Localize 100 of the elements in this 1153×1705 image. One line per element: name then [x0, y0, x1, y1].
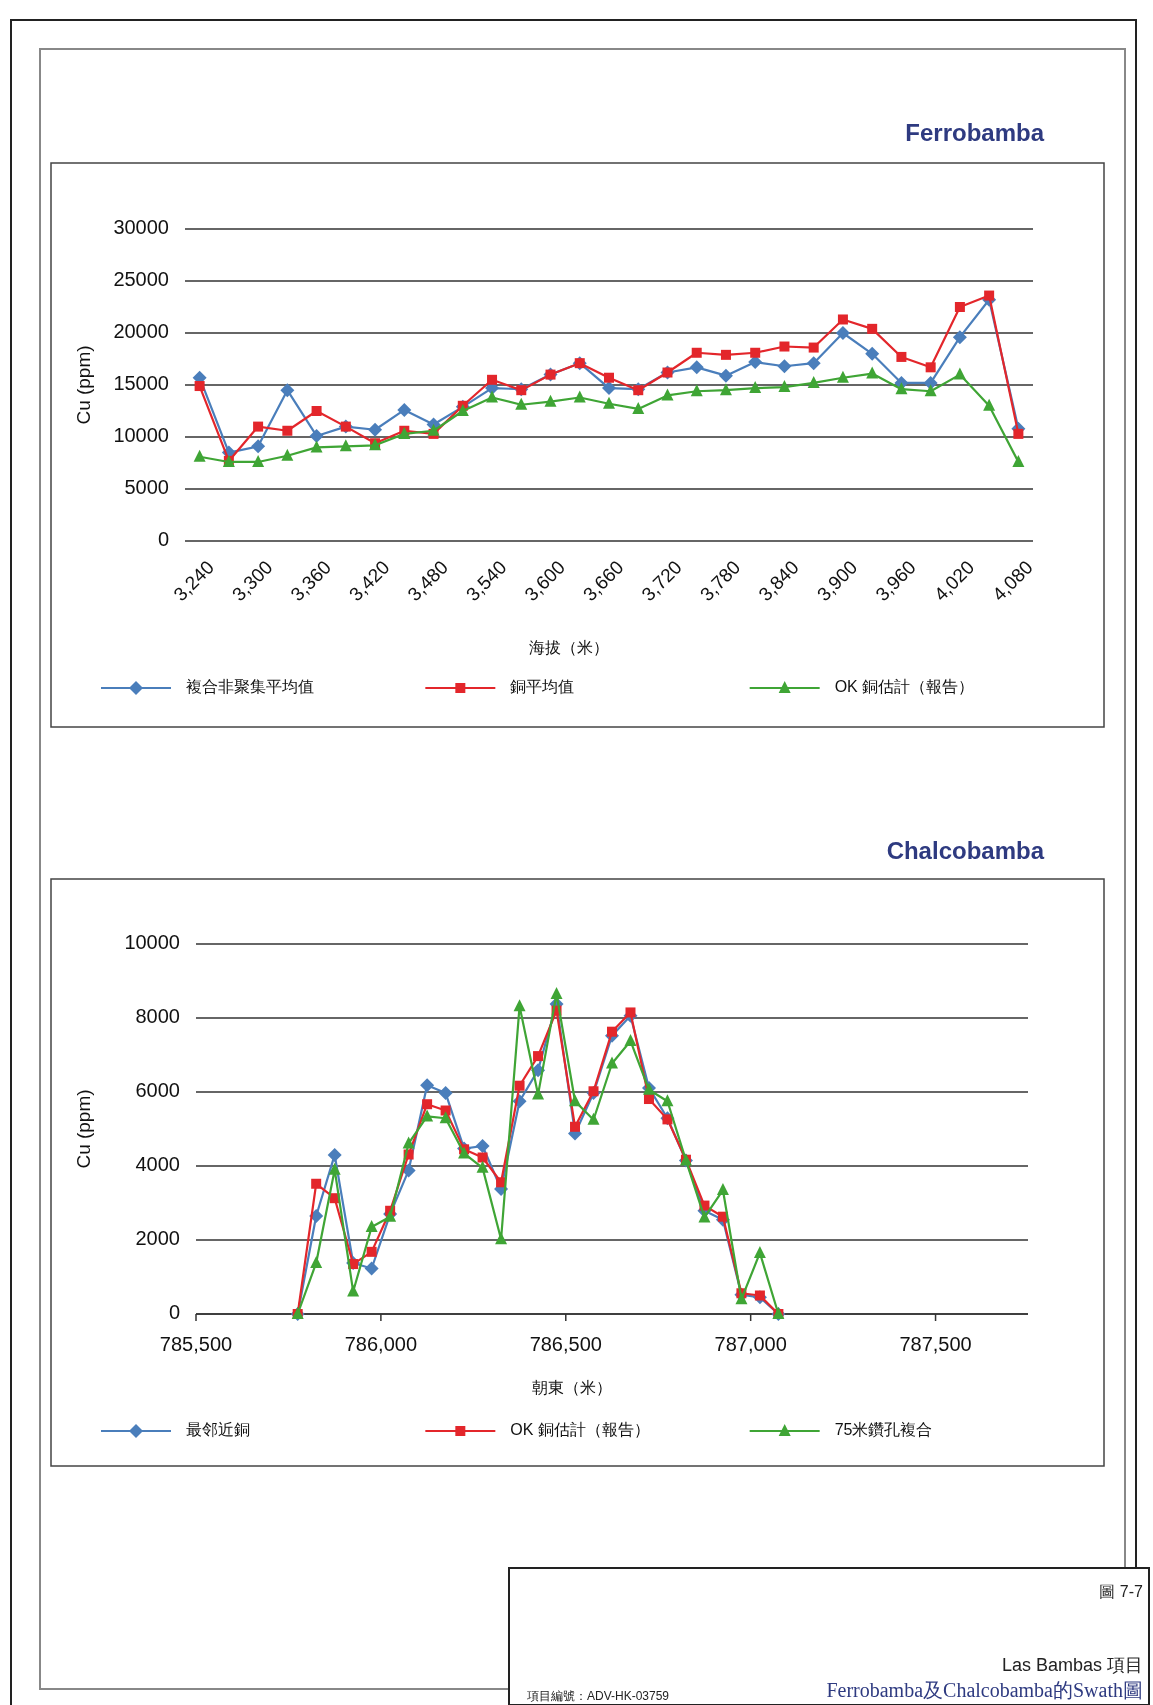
x-tick-label: 787,500 [899, 1333, 972, 1356]
point [458, 1146, 471, 1159]
point [720, 349, 731, 360]
point [661, 1094, 674, 1107]
point [422, 1099, 433, 1110]
legend-label: 75米鑽孔複合 [834, 1421, 933, 1439]
point [954, 302, 965, 312]
text: Las Bambas 項目 [1001, 1654, 1143, 1675]
point [587, 1112, 600, 1125]
point [550, 986, 563, 999]
point [749, 381, 762, 394]
point [311, 406, 322, 416]
y-tick-label: 8000 [135, 1005, 180, 1028]
point [573, 390, 586, 403]
point [310, 1255, 323, 1268]
point [194, 381, 205, 392]
point [253, 421, 264, 432]
y-tick-label: 2000 [135, 1227, 180, 1250]
point [632, 401, 645, 414]
y-tick-label: 15000 [113, 372, 169, 395]
point [835, 326, 850, 340]
point [397, 402, 412, 417]
x-axis-title: 朝東（米） [532, 1379, 612, 1397]
point [643, 1094, 654, 1105]
caption: 圖 7-7 [1099, 1583, 1144, 1601]
point [438, 1086, 453, 1101]
y-tick-label: 25000 [113, 268, 169, 291]
point [569, 1094, 582, 1107]
point [533, 1051, 544, 1062]
x-tick-label: 786,000 [344, 1333, 418, 1356]
point [753, 1245, 766, 1258]
point [347, 1284, 360, 1297]
point [366, 1246, 377, 1257]
y-tick-label: 10000 [124, 931, 180, 954]
y-tick-label: 0 [157, 528, 169, 551]
y-tick-label: 10000 [113, 424, 169, 447]
y-tick-label: 30000 [113, 216, 169, 239]
point [339, 439, 352, 452]
point [625, 1007, 636, 1018]
x-axis-title: 海拔（米） [529, 639, 609, 657]
point [368, 422, 383, 437]
x-tick-label: 787,000 [714, 1333, 787, 1356]
point [570, 1121, 581, 1132]
y-tick-label: 5000 [124, 476, 169, 499]
point [719, 383, 732, 396]
point [865, 346, 880, 361]
point [606, 1056, 618, 1069]
point [475, 1139, 490, 1154]
point [689, 360, 704, 375]
point [476, 1160, 489, 1173]
point [691, 347, 702, 358]
point [984, 290, 995, 301]
point [716, 1183, 729, 1196]
point [953, 367, 966, 380]
point [602, 381, 616, 396]
point [477, 1152, 488, 1163]
y-tick-label: 0 [168, 1301, 180, 1324]
point [807, 375, 820, 388]
point [588, 1086, 599, 1097]
point [420, 1078, 435, 1093]
y-tick-label: 20000 [113, 320, 169, 343]
chart-title: Chalcobamba [886, 837, 1045, 865]
point [603, 396, 615, 409]
point [532, 1087, 545, 1100]
point [779, 341, 790, 352]
point [983, 398, 996, 411]
point [778, 380, 791, 393]
point [311, 1178, 322, 1189]
point [486, 390, 499, 403]
point [867, 323, 878, 334]
legend-label: 最邻近銅 [186, 1421, 250, 1439]
point [282, 425, 293, 436]
legend-label: 複合非聚集平均值 [186, 678, 314, 696]
point [309, 428, 324, 443]
point [808, 342, 819, 353]
point [310, 440, 323, 453]
point [866, 366, 879, 379]
point [427, 423, 440, 436]
point [515, 397, 528, 410]
y-tick-label: 6000 [135, 1079, 180, 1102]
x-tick-label: 786,500 [529, 1333, 602, 1356]
legend-label: OK 銅估計（報告） [834, 678, 975, 696]
point [735, 1292, 748, 1305]
point [364, 1261, 379, 1276]
point [924, 384, 937, 397]
point [328, 1162, 341, 1175]
point [327, 1147, 342, 1162]
point [252, 454, 265, 467]
y-tick-label: 4000 [135, 1153, 180, 1176]
point [193, 449, 206, 462]
point [604, 372, 614, 383]
point [514, 1080, 525, 1091]
point [624, 1033, 637, 1046]
point [1013, 428, 1024, 439]
point [837, 314, 848, 325]
point [456, 404, 469, 416]
point [754, 1290, 765, 1301]
y-axis-title: Cu (ppm) [73, 345, 95, 425]
point [544, 394, 557, 407]
point [402, 1136, 415, 1149]
